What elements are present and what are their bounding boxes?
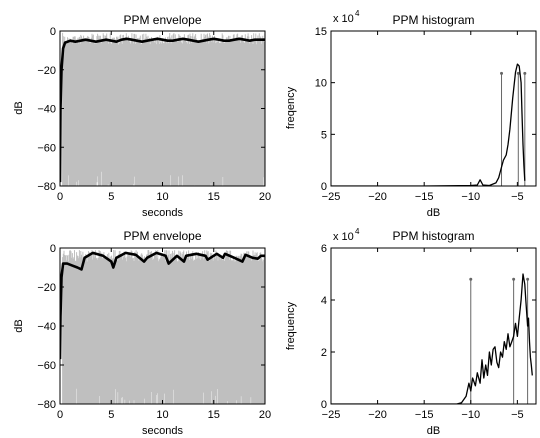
- x-tick-label: −5: [511, 191, 524, 203]
- x-tick-label: 20: [259, 409, 271, 421]
- y-tick-label: 10: [315, 78, 327, 90]
- x-tick-label: 15: [208, 191, 220, 203]
- histogram-line: [331, 63, 526, 186]
- x-tick-label: 10: [156, 409, 168, 421]
- ppm-histogram-plot-bottom: −25 −20 −15 −10 −5 0 2 4 6 PPM histogram dB freq…: [285, 227, 537, 437]
- x-axis-label: dB: [427, 425, 440, 437]
- y-tick-label: −80: [37, 181, 56, 193]
- multiplier-exponent: 4: [355, 9, 360, 18]
- multiplier-base: x 10: [333, 231, 354, 243]
- x-tick-label: −25: [322, 191, 341, 203]
- x-tick-label: 5: [108, 409, 114, 421]
- y-scale-multiplier: x 10 4: [333, 227, 360, 243]
- y-tick-label: −20: [37, 65, 56, 77]
- x-tick-label: 20: [259, 191, 271, 203]
- marker-point: [469, 277, 473, 281]
- ppm-envelope-plot-bottom: 0 5 10 15 20 0 −20 −40 −60 −80 PPM envelope secon…: [13, 229, 271, 437]
- marker-point: [526, 277, 530, 281]
- multiplier-base: x 10: [333, 13, 354, 25]
- ppm-envelope-plot-top: 0 5 10 15 20 0 −20 −40 −60 −80 PPM envelope secon…: [13, 13, 271, 219]
- chart-title: PPM envelope: [123, 229, 201, 243]
- x-tick-label: 0: [57, 191, 63, 203]
- x-axis-label: dB: [427, 207, 440, 219]
- y-tick-label: −40: [37, 104, 56, 116]
- x-tick-label: −5: [511, 409, 524, 421]
- y-tick-label: 0: [321, 399, 327, 411]
- y-tick-label: 2: [321, 347, 327, 359]
- marker-point: [523, 71, 527, 75]
- y-axis-label: freqency: [285, 86, 297, 129]
- y-tick-label: 4: [321, 295, 327, 307]
- x-tick-label: −20: [368, 409, 387, 421]
- y-scale-multiplier: x 10 4: [333, 9, 360, 25]
- y-tick-label: 0: [50, 26, 56, 38]
- x-tick-label: 10: [156, 191, 168, 203]
- envelope-line: [60, 251, 265, 360]
- envelope-line: [60, 37, 265, 183]
- x-tick-label: −20: [368, 191, 387, 203]
- y-tick-label: −80: [37, 399, 56, 411]
- x-tick-label: 15: [208, 409, 220, 421]
- y-axis-label: dB: [13, 319, 25, 332]
- y-tick-label: −60: [37, 142, 56, 154]
- plot-frame: [330, 247, 537, 405]
- y-tick-label: 5: [321, 129, 327, 141]
- histogram-line: [331, 273, 533, 404]
- marker-point: [516, 71, 520, 75]
- x-tick-label: −15: [415, 191, 434, 203]
- y-axis-label: frequency: [285, 301, 297, 350]
- y-tick-label: −40: [37, 321, 56, 333]
- x-tick-label: 0: [57, 409, 63, 421]
- y-axis-label: dB: [13, 101, 25, 114]
- chart-title: PPM histogram: [392, 229, 474, 243]
- chart-title: PPM envelope: [123, 13, 201, 27]
- raw-signal-trace: [62, 250, 265, 404]
- y-tick-label: −60: [37, 360, 56, 372]
- x-tick-label: −10: [461, 191, 480, 203]
- y-tick-label: 0: [50, 243, 56, 255]
- ppm-histogram-plot-top: −25 −20 −15 −10 −5 0 5 10 15 PPM histogram dB fr…: [285, 9, 537, 219]
- multiplier-exponent: 4: [355, 227, 360, 236]
- plot-frame: [330, 30, 537, 187]
- y-tick-label: 0: [321, 181, 327, 193]
- y-tick-label: 15: [315, 26, 327, 38]
- x-tick-label: −25: [322, 409, 341, 421]
- x-axis-label: seconds: [142, 425, 183, 437]
- marker-point: [512, 277, 516, 281]
- x-axis-label: seconds: [142, 207, 183, 219]
- x-tick-label: −10: [461, 409, 480, 421]
- y-tick-label: 6: [321, 243, 327, 255]
- raw-signal-trace: [62, 32, 265, 186]
- marker-point: [500, 71, 504, 75]
- x-tick-label: 5: [108, 191, 114, 203]
- y-tick-label: −20: [37, 282, 56, 294]
- x-tick-label: −15: [415, 409, 434, 421]
- chart-title: PPM histogram: [392, 13, 474, 27]
